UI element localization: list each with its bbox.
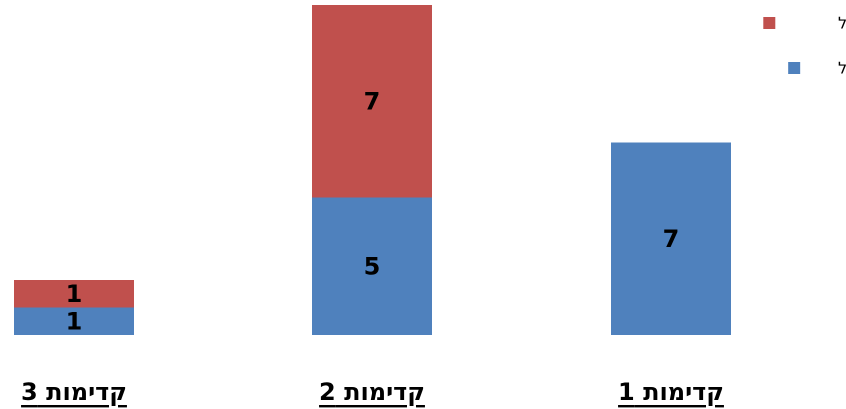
data-label: 5 [364, 252, 381, 280]
bar-segment-not-handled-2 [312, 5, 432, 198]
category-label: קדימות 3 [21, 378, 127, 406]
data-label: 1 [66, 307, 83, 335]
category-label: קדימות 2 [319, 378, 425, 406]
bar-segment-handled-3 [14, 307, 134, 335]
legend-swatch [788, 62, 801, 74]
data-label: 1 [66, 280, 83, 308]
bar-segment-not-handled-3 [14, 280, 134, 308]
legend: לא טופל טופל [763, 14, 846, 78]
bars-layer [14, 5, 731, 335]
legend-swatch [763, 17, 776, 29]
value-labels-layer: 7 5 7 11 [66, 87, 680, 335]
legend-label: לא טופל [838, 14, 846, 33]
data-label: 7 [663, 225, 680, 253]
bar-segment-handled-1 [611, 142, 731, 335]
category-labels-layer: קדימות 1 קדימות 2 קדימות 3 [21, 378, 724, 406]
bar-segment-handled-2 [312, 197, 432, 335]
legend-label: טופל [838, 59, 846, 78]
category-label: קדימות 1 [618, 378, 724, 406]
data-label: 7 [364, 87, 381, 115]
